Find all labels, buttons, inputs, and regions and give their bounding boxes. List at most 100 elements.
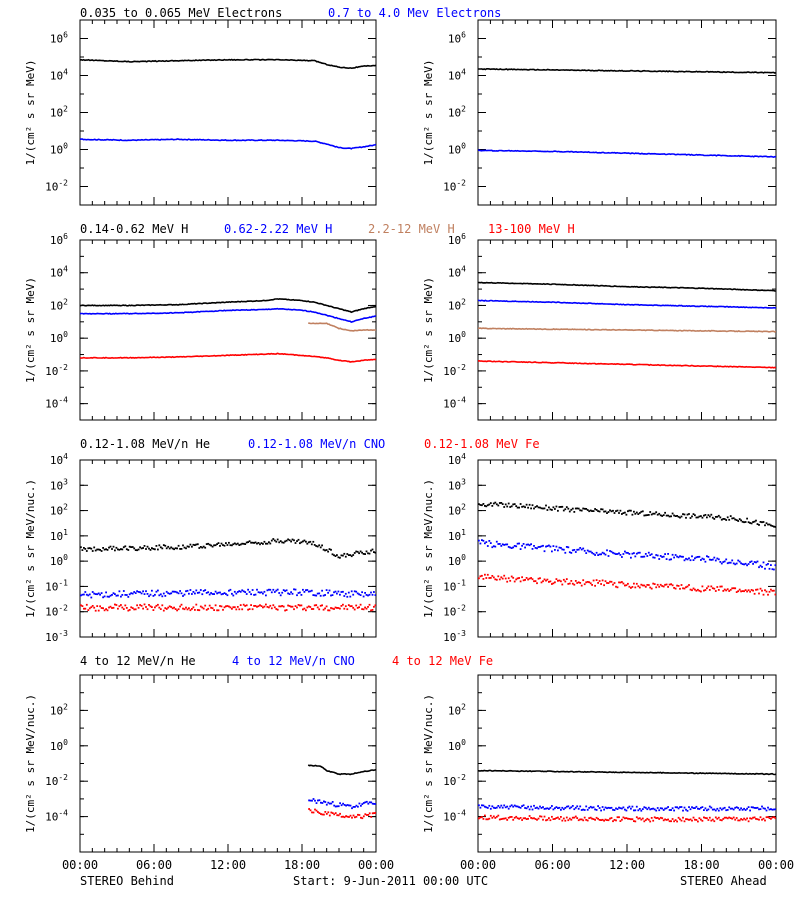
data-point [625, 809, 628, 812]
data-point [637, 809, 640, 812]
data-point [603, 510, 605, 513]
data-point [238, 544, 241, 546]
data-point [282, 605, 285, 608]
data-point [504, 577, 507, 580]
data-point [697, 516, 699, 519]
data-point [343, 816, 346, 819]
data-point [522, 804, 525, 807]
data-point [653, 583, 656, 585]
data-point [700, 590, 702, 593]
data-point [640, 583, 643, 586]
data-point [708, 558, 711, 561]
data-point [641, 555, 644, 558]
data-point [607, 555, 610, 557]
data-point [674, 554, 677, 556]
data-point [173, 548, 175, 551]
data-point [758, 566, 760, 569]
data-point [121, 606, 124, 609]
data-point [716, 817, 719, 820]
data-point [201, 606, 204, 609]
data-point [106, 609, 109, 612]
data-point [174, 608, 177, 610]
data-point [365, 594, 368, 596]
data-point [673, 820, 675, 823]
data-point [707, 585, 710, 588]
data-point [601, 818, 604, 821]
data-point [659, 807, 662, 810]
data-point [539, 577, 541, 580]
data-point [112, 592, 115, 595]
data-point [279, 540, 282, 542]
data-point [682, 816, 684, 819]
data-point [481, 539, 483, 541]
data-point [331, 607, 334, 610]
data-point [122, 608, 125, 610]
data-point [486, 807, 489, 809]
data-point [604, 510, 607, 513]
data-point [111, 548, 113, 550]
data-point [492, 545, 495, 548]
data-point [725, 558, 728, 561]
data-point [303, 607, 306, 610]
data-point [491, 575, 494, 577]
data-point [155, 590, 158, 593]
data-point [625, 513, 628, 516]
data-series-line [80, 138, 376, 150]
data-point [661, 556, 664, 558]
data-point [297, 538, 300, 541]
data-point [142, 590, 144, 593]
data-point [188, 607, 190, 610]
data-point [134, 549, 137, 551]
data-point [537, 577, 540, 580]
data-point [767, 593, 769, 596]
data-point [478, 804, 480, 807]
data-point [272, 538, 275, 540]
data-point [288, 605, 291, 607]
data-point [564, 551, 567, 554]
data-point [579, 818, 582, 821]
data-point [536, 505, 538, 507]
x-tick-label: 06:00 [534, 858, 570, 872]
data-point [314, 808, 316, 811]
data-point [503, 544, 506, 546]
data-point [313, 544, 316, 546]
data-point [125, 548, 128, 551]
data-point [282, 541, 285, 544]
data-point [659, 514, 662, 517]
data-point [747, 521, 750, 524]
data-point [524, 546, 526, 549]
data-point [137, 591, 140, 593]
data-point [618, 552, 620, 555]
data-point [219, 605, 221, 607]
data-point [647, 584, 650, 586]
data-point [673, 556, 675, 559]
data-point [731, 559, 734, 562]
data-point [600, 553, 602, 556]
data-point [677, 515, 680, 518]
data-point [158, 544, 161, 547]
data-point [601, 551, 604, 554]
data-point [770, 808, 772, 810]
data-point [222, 608, 224, 611]
data-point [755, 588, 757, 591]
data-point [336, 814, 339, 817]
data-point [210, 606, 212, 609]
data-point [371, 802, 374, 805]
data-point [595, 551, 598, 554]
data-point [347, 591, 350, 594]
data-point [189, 609, 192, 612]
data-point [152, 548, 155, 550]
data-point [492, 576, 495, 579]
data-point [624, 808, 626, 811]
data-point [618, 581, 620, 584]
data-point [284, 609, 286, 612]
data-point [157, 548, 159, 551]
data-point [81, 605, 84, 607]
data-point [118, 605, 121, 608]
data-point [743, 807, 745, 810]
data-point [244, 591, 247, 593]
data-point [223, 606, 226, 609]
data-point [692, 559, 695, 561]
data-point [673, 587, 675, 589]
